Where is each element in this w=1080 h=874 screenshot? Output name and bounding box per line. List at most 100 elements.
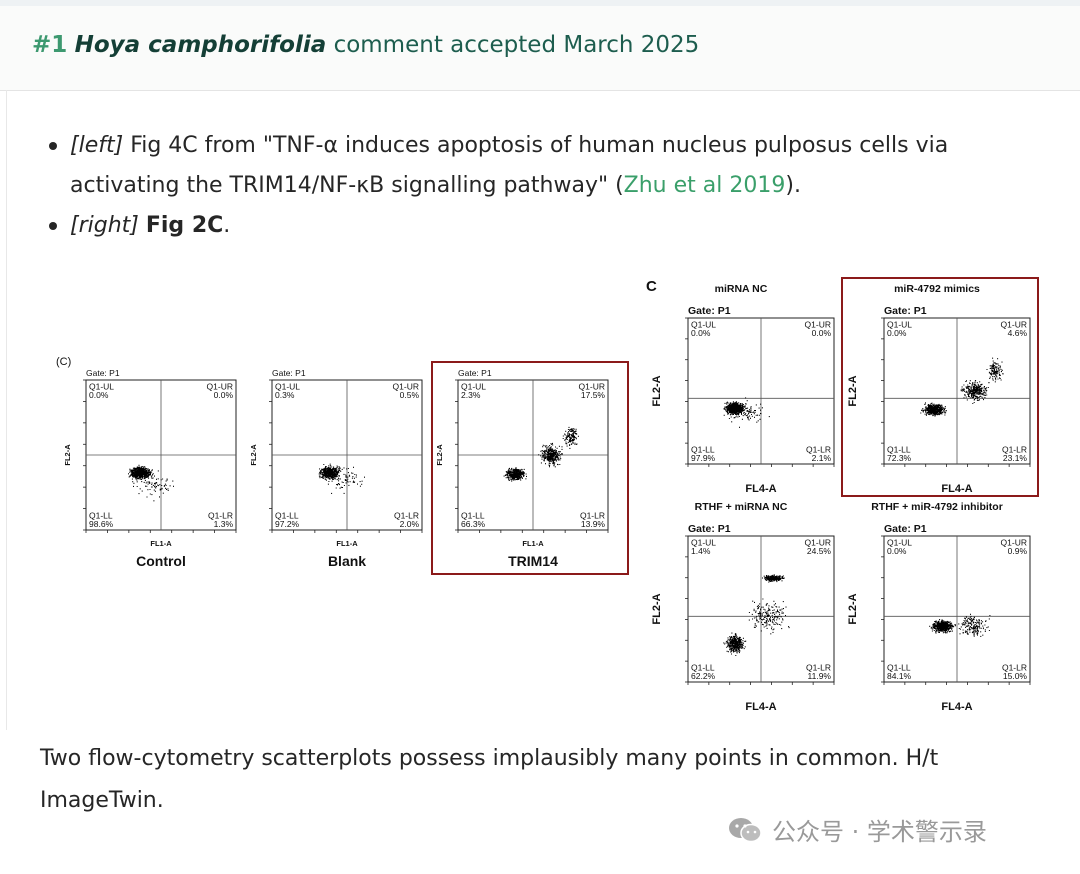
scatter-points — [929, 613, 991, 637]
quadrant-value-ll: 72.3% — [887, 453, 912, 463]
quadrant-value-ul: 0.0% — [89, 390, 109, 400]
quadrant-value-lr: 11.9% — [808, 671, 832, 681]
bullet-text-end: ). — [785, 173, 801, 198]
bullet-list: [left] Fig 4C from "TNF-α induces apopto… — [49, 126, 990, 246]
gate-label: Gate: P1 — [884, 305, 927, 317]
scatter-points — [723, 397, 770, 428]
quadrant-value-ur: 0.9% — [1008, 546, 1028, 556]
bullet-tag: [right] — [70, 213, 139, 238]
quadrant-label-ul: Q1-UL — [691, 538, 716, 548]
x-axis-label: FL4-A — [745, 483, 776, 495]
quadrant-label-ur: Q1-UR — [393, 382, 419, 392]
y-axis-label: FL2-A — [651, 593, 663, 624]
quadrant-label-ul: Q1-UL — [89, 382, 114, 392]
quadrant-value-lr: 13.9% — [581, 519, 606, 529]
x-axis-label: FL1-A — [336, 539, 358, 548]
card-border — [6, 90, 7, 730]
quadrant-label-ur: Q1-UR — [207, 382, 233, 392]
gate-label: Gate: P1 — [884, 523, 927, 535]
quadrant-label-ll: Q1-LL — [887, 445, 911, 455]
quadrant-value-ul: 2.3% — [461, 390, 481, 400]
quadrant-label-ll: Q1-LL — [691, 663, 715, 673]
panel-title-2: miR-4792 mimics — [894, 283, 980, 295]
quadrant-label-ur: Q1-UR — [805, 538, 831, 548]
scatter-points — [318, 463, 365, 494]
quadrant-value-ul: 0.0% — [887, 546, 907, 556]
quadrant-label-lr: Q1-LR — [806, 445, 831, 455]
y-axis-label: FL2-A — [651, 375, 663, 406]
x-axis-label: FL4-A — [941, 701, 972, 713]
scatter-points — [723, 574, 790, 657]
y-axis-label: FL2-A — [847, 593, 859, 624]
x-axis-label: FL4-A — [745, 701, 776, 713]
quadrant-label-ll: Q1-LL — [275, 511, 299, 521]
quadrant-value-lr: 2.0% — [400, 519, 420, 529]
quadrant-value-ll: 97.9% — [691, 453, 716, 463]
quadrant-label-ur: Q1-UR — [1001, 320, 1027, 330]
comparison-figure: (C) Q1-UL 0.0% Q1-UR 0.0% Q1-LL 98.6% Q1-LR 1.3%… — [40, 268, 1050, 718]
figure-reference: Fig 2C — [145, 213, 224, 238]
quadrant-label-ll: Q1-LL — [887, 663, 911, 673]
quadrant-value-ul: 0.0% — [691, 328, 711, 338]
quadrant-label-ll: Q1-LL — [89, 511, 113, 521]
scatter-points — [128, 464, 174, 502]
wechat-icon — [729, 817, 762, 842]
y-axis-label: FL2-A — [63, 444, 72, 466]
comment-title: #1 Hoya camphorifolia comment accepted M… — [32, 32, 699, 58]
watermark-text: 公众号 · 学术警示录 — [772, 818, 987, 846]
y-axis-label: FL2-A — [249, 444, 258, 466]
quadrant-value-ul: 0.3% — [275, 390, 295, 400]
gate-label: Gate: P1 — [86, 368, 120, 378]
figure-letter: C — [646, 278, 657, 295]
quadrant-value-lr: 23.1% — [1003, 453, 1028, 463]
quadrant-value-ll: 97.2% — [275, 519, 300, 529]
bullet-tag: [left] — [70, 133, 124, 158]
quadrant-label-ll: Q1-LL — [691, 445, 715, 455]
citation-link[interactable]: Zhu et al 2019 — [623, 173, 786, 198]
panel-title-1: Control — [136, 553, 186, 569]
quadrant-label-ul: Q1-UL — [887, 320, 912, 330]
x-axis-label: FL1-A — [522, 539, 544, 548]
gate-label: Gate: P1 — [458, 368, 492, 378]
quadrant-value-ll: 98.6% — [89, 519, 114, 529]
quadrant-value-ul: 0.0% — [887, 328, 907, 338]
quadrant-label-ul: Q1-UL — [887, 538, 912, 548]
bullet-item-left: [left] Fig 4C from "TNF-α induces apopto… — [49, 126, 990, 206]
quadrant-label-ul: Q1-UL — [461, 382, 486, 392]
panel-title-4: RTHF + miR-4792 inhibitor — [871, 501, 1003, 513]
panel-title-3: RTHF + miRNA NC — [695, 501, 788, 513]
quadrant-value-ul: 1.4% — [691, 546, 711, 556]
scatter-points — [503, 426, 579, 482]
comment-status: comment accepted March 2025 — [333, 32, 700, 58]
y-axis-label: FL2-A — [435, 444, 444, 466]
quadrant-value-ll: 62.2% — [691, 671, 716, 681]
quadrant-label-ur: Q1-UR — [805, 320, 831, 330]
quadrant-value-ur: 0.5% — [400, 390, 420, 400]
quadrant-label-lr: Q1-LR — [806, 663, 831, 673]
panel-title-3: TRIM14 — [508, 553, 558, 569]
panel-title-2: Blank — [328, 553, 366, 569]
comment-number[interactable]: #1 — [32, 32, 68, 58]
quadrant-value-ll: 84.1% — [887, 671, 912, 681]
quadrant-label-ul: Q1-UL — [275, 382, 300, 392]
highlight-box — [431, 361, 629, 575]
watermark: 公众号 · 学术警示录 — [728, 812, 987, 847]
quadrant-label-ur: Q1-UR — [579, 382, 605, 392]
x-axis-label: FL1-A — [150, 539, 172, 548]
x-axis-label: FL4-A — [941, 483, 972, 495]
quadrant-label-ll: Q1-LL — [461, 511, 485, 521]
quadrant-label-lr: Q1-LR — [208, 511, 233, 521]
quadrant-value-ur: 24.5% — [807, 546, 832, 556]
bullet-text: Fig 4C from "TNF-α induces apoptosis of … — [70, 133, 949, 198]
y-axis-label: FL2-A — [847, 375, 859, 406]
species-name: Hoya camphorifolia — [74, 32, 327, 58]
gate-label: Gate: P1 — [688, 523, 731, 535]
gate-label: Gate: P1 — [272, 368, 306, 378]
quadrant-label-lr: Q1-LR — [1002, 445, 1027, 455]
quadrant-value-lr: 15.0% — [1003, 671, 1028, 681]
quadrant-value-ur: 17.5% — [581, 390, 606, 400]
quadrant-value-lr: 2.1% — [812, 453, 832, 463]
quadrant-label-lr: Q1-LR — [1002, 663, 1027, 673]
scatter-points — [920, 357, 1004, 417]
gate-label: Gate: P1 — [688, 305, 731, 317]
